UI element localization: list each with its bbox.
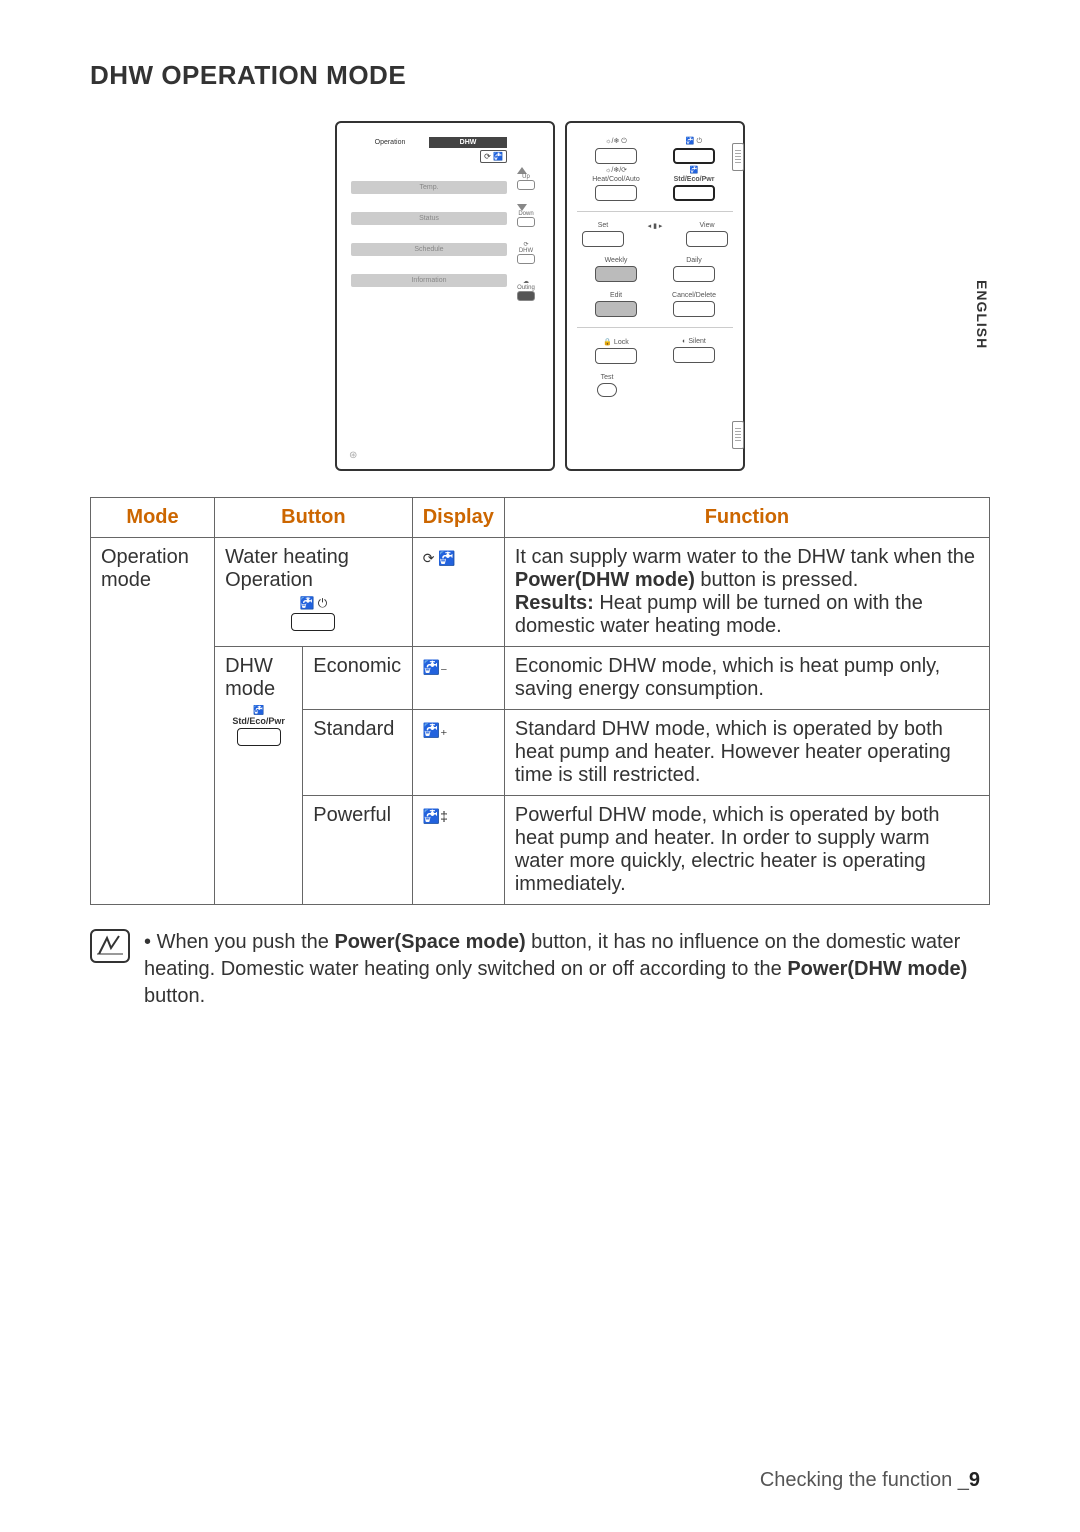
mode-table: Mode Button Display Function Operation m… xyxy=(90,497,990,905)
dhw-power-icon: 🚰 ⏻ xyxy=(300,596,328,611)
dhw-mode-icon: 🚰 xyxy=(253,705,264,716)
lcd-label-information: Information xyxy=(351,274,507,287)
cell-function-pwr: Powerful DHW mode, which is operated by … xyxy=(504,796,989,905)
cell-function-dhw-op: It can supply warm water to the DHW tank… xyxy=(504,538,989,647)
power-space-button: ☼/❄ ⏻ ☼/❄/⟳ Heat/Cool/Auto xyxy=(577,137,655,201)
dhw-mode-label: DHW mode xyxy=(225,655,275,700)
cell-economic: Economic xyxy=(303,647,412,710)
screw-icon xyxy=(732,421,744,449)
power-dhw-button: 🚰 ⏻ 🚰 Std/Eco/Pwr xyxy=(655,137,733,201)
water-heating-label: Water heating Operation xyxy=(225,546,349,591)
lcd-tab-operation: Operation xyxy=(351,137,429,148)
cell-display-eco: 🚰₋ xyxy=(412,647,504,710)
cell-display-pwr: 🚰‡ xyxy=(412,796,504,905)
weekly-button: Weekly xyxy=(605,257,628,264)
note-text: When you push the Power(Space mode) butt… xyxy=(144,929,990,1010)
panel-logo: ⊛ xyxy=(349,450,357,461)
cell-powerful: Powerful xyxy=(303,796,412,905)
up-icon: Up xyxy=(517,167,535,190)
lcd-tab-dhw: DHW xyxy=(429,137,507,148)
cell-display-std: 🚰₊ xyxy=(412,710,504,796)
note-icon xyxy=(90,929,130,963)
down-icon: Down xyxy=(517,204,535,227)
cancel-button: Cancel/Delete xyxy=(672,292,716,299)
note-block: When you push the Power(Space mode) butt… xyxy=(90,929,990,1010)
cell-operation-mode: Operation mode xyxy=(91,538,215,905)
std-eco-pwr-label: Std/Eco/Pwr xyxy=(232,716,285,726)
view-button: View xyxy=(699,222,714,229)
set-button: Set xyxy=(598,222,609,229)
control-panel-illustration: Operation DHW ⟳ 🚰 Temp. Status Schedule … xyxy=(90,121,990,471)
dhw-ctrl-icon: ⟳DHW xyxy=(517,241,535,264)
lcd-label-status: Status xyxy=(351,212,507,225)
page-footer: Checking the function _9 xyxy=(760,1469,980,1492)
silent-button: ◐ Silent xyxy=(682,338,706,345)
cell-display-dhw-op: ⟳ 🚰 xyxy=(412,538,504,647)
screw-icon xyxy=(732,143,744,171)
page-title: DHW OPERATION MODE xyxy=(90,60,990,91)
lock-button: 🔒 Lock xyxy=(603,338,628,346)
lcd-frame: Operation DHW ⟳ 🚰 Temp. Status Schedule … xyxy=(335,121,555,471)
lcd-dhw-icon: ⟳ 🚰 xyxy=(480,150,507,163)
col-display: Display xyxy=(412,498,504,538)
col-button: Button xyxy=(215,498,413,538)
outing-ctrl-icon: ☁Outing xyxy=(517,278,535,301)
daily-button: Daily xyxy=(686,257,702,264)
cell-function-std: Standard DHW mode, which is operated by … xyxy=(504,710,989,796)
test-button: Test xyxy=(601,374,614,381)
col-mode: Mode xyxy=(91,498,215,538)
col-function: Function xyxy=(504,498,989,538)
lcd-label-temp: Temp. xyxy=(351,181,507,194)
edit-button: Edit xyxy=(610,292,622,299)
button-frame: ☼/❄ ⏻ ☼/❄/⟳ Heat/Cool/Auto 🚰 ⏻ 🚰 Std/Eco… xyxy=(565,121,745,471)
cell-function-eco: Economic DHW mode, which is heat pump on… xyxy=(504,647,989,710)
arrows-label: ◂ ▮ ▸ xyxy=(648,222,663,230)
lcd-label-schedule: Schedule xyxy=(351,243,507,256)
cell-standard: Standard xyxy=(303,710,412,796)
cell-water-heating-button: Water heating Operation 🚰 ⏻ xyxy=(215,538,413,647)
language-tab: ENGLISH xyxy=(974,280,990,349)
cell-dhw-mode-button: DHW mode 🚰 Std/Eco/Pwr xyxy=(215,647,303,905)
